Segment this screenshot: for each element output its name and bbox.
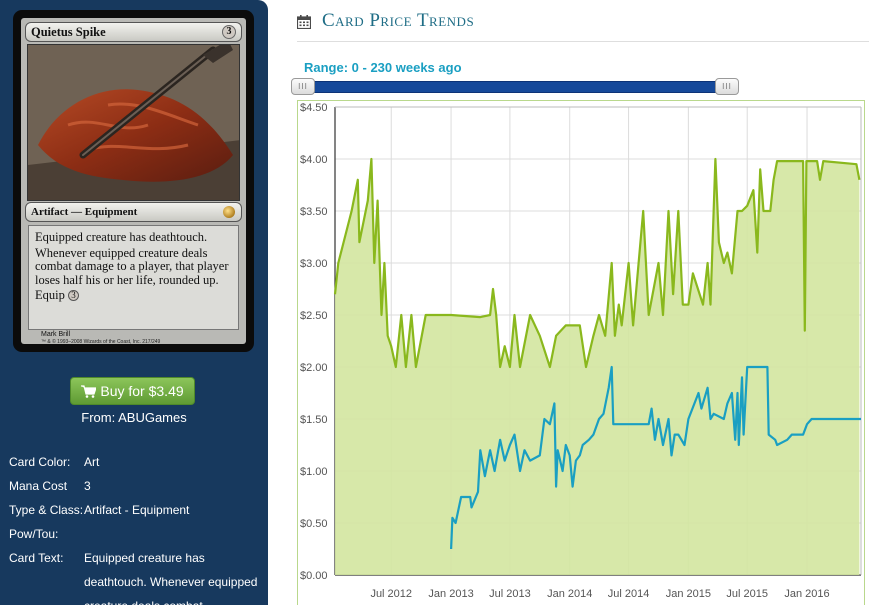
range-label: Range: 0 - 230 weeks ago (304, 60, 462, 75)
attr-label: Card Color: (9, 455, 71, 469)
attr-label: Type & Class: (9, 503, 84, 517)
y-tick-label: $1.00 (300, 466, 328, 478)
x-tick-label: Jan 2016 (784, 588, 829, 600)
card-rules-textbox: Equipped creature has deathtouch. Whenev… (28, 225, 239, 330)
x-tick-label: Jul 2012 (370, 588, 412, 600)
range-slider-selection (307, 81, 727, 93)
card-frame: Quietus Spike 3 (21, 18, 246, 345)
card-rules-equip: Equip 3 (35, 288, 232, 303)
card-artist: Mark Brill (41, 331, 71, 338)
buy-vendor: From: ABUGames (81, 410, 187, 425)
attr-value: Equipped creature has deathtouch. Whenev… (84, 551, 258, 605)
card-equip-cost: 3 (67, 290, 79, 301)
attr-value: Art (84, 455, 100, 469)
y-tick-label: $2.00 (300, 362, 328, 374)
x-tick-label: Jan 2014 (547, 588, 592, 600)
range-slider-handle-min[interactable]: III (291, 78, 315, 95)
calendar-icon (297, 15, 311, 29)
card-rules-text-3: Equip (35, 288, 65, 302)
y-tick-label: $3.00 (300, 258, 328, 270)
card-rules-text-2: Whenever equipped creature deals combat … (35, 245, 229, 287)
card-image: Quietus Spike 3 (13, 10, 254, 352)
y-tick-label: $0.50 (300, 518, 328, 530)
range-slider-handle-max[interactable]: III (715, 78, 739, 95)
y-tick-label: $2.50 (300, 310, 328, 322)
y-tick-label: $4.50 (300, 102, 328, 114)
page-title-text: Card Price Trends (322, 10, 475, 31)
buy-button[interactable]: Buy for $3.49 (70, 377, 195, 405)
title-divider (297, 41, 869, 42)
card-name-bar: Quietus Spike 3 (25, 22, 242, 42)
card-type-line: Artifact — Equipment (31, 206, 138, 218)
price-chart: $0.00 $0.50 $1.00 $1.50 $2.00 $2.50 $3.00 $3.50… (297, 100, 865, 605)
y-tick-label: $3.50 (300, 206, 328, 218)
y-tick-label: $1.50 (300, 414, 328, 426)
x-tick-label: Jan 2013 (428, 588, 473, 600)
series-area-fill (335, 159, 860, 575)
y-tick-label: $0.00 (300, 570, 328, 582)
attr-label: Mana Cost (9, 479, 68, 493)
card-type-bar: Artifact — Equipment (25, 202, 242, 222)
x-tick-label: Jul 2015 (726, 588, 768, 600)
attr-label: Card Text: (9, 551, 64, 565)
shopping-cart-icon (81, 385, 97, 398)
price-chart-svg: $0.00 $0.50 $1.00 $1.50 $2.00 $2.50 $3.00 $3.50… (300, 102, 862, 600)
attr-label: Pow/Tou: (9, 527, 59, 541)
card-copyright: ™ & © 1993–2008 Wizards of the Coast, In… (41, 339, 161, 345)
attr-value: Artifact - Equipment (84, 503, 190, 517)
y-tick-label: $4.00 (300, 154, 328, 166)
card-rules-text-1: Equipped creature has deathtouch. (35, 230, 208, 244)
series-line (450, 365, 861, 550)
buy-button-label: Buy for $3.49 (100, 383, 184, 399)
card-mana-cost-symbol: 3 (222, 25, 236, 39)
x-tick-label: Jul 2013 (489, 588, 531, 600)
set-symbol-icon (223, 206, 235, 218)
attr-value: 3 (84, 479, 91, 493)
card-artwork (27, 44, 240, 201)
card-sidebar: Quietus Spike 3 (0, 0, 268, 605)
card-artwork-image (28, 45, 239, 200)
x-tick-label: Jul 2014 (608, 588, 650, 600)
card-name: Quietus Spike (31, 25, 106, 39)
series-line (333, 157, 861, 369)
x-tick-label: Jan 2015 (666, 588, 711, 600)
